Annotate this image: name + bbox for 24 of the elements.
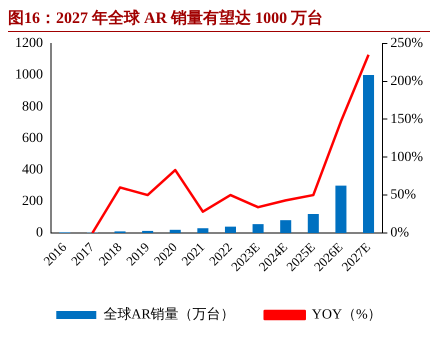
y-tick-label: 0	[36, 226, 43, 241]
chart-title: 图16：2027 年全球 AR 销量有望达 1000 万台	[8, 8, 430, 32]
y2-tick-label: 100%	[390, 150, 424, 165]
bar	[197, 228, 208, 233]
legend-label: 全球AR销量（万台）	[103, 306, 235, 323]
y-tick-label: 1000	[15, 68, 43, 83]
y2-tick-label: 250%	[390, 36, 424, 52]
bar	[224, 226, 236, 233]
y2-tick-label: 50%	[390, 188, 416, 203]
bar	[280, 220, 292, 233]
legend-label: YOY（%）	[312, 308, 382, 323]
bar	[252, 224, 264, 233]
y-tick-label: 800	[22, 99, 43, 114]
bar	[308, 214, 319, 233]
bar	[363, 74, 374, 233]
y-tick-label: 600	[22, 130, 43, 146]
y-tick-label: 400	[22, 162, 43, 178]
bar	[335, 186, 346, 233]
y2-tick-label: 200%	[390, 74, 424, 89]
y-tick-label: 200	[22, 194, 43, 210]
y-tick-label: 1200	[15, 36, 43, 52]
bar	[170, 230, 181, 233]
y2-tick-label: 150%	[390, 112, 424, 127]
y2-tick-label: 0%	[390, 226, 410, 241]
